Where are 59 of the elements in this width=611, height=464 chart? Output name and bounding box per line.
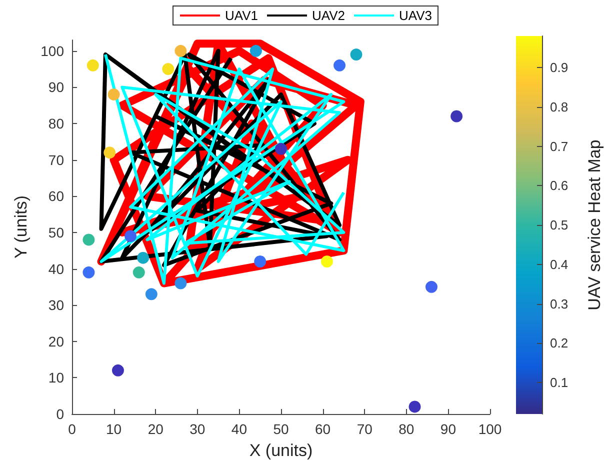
y-tick-label: 80 — [48, 116, 64, 132]
point — [82, 266, 95, 278]
color-bar-label: 0.4 — [550, 256, 568, 272]
y-tick-label: 60 — [48, 188, 64, 204]
x-tick-label: 10 — [106, 421, 122, 437]
y-tick-label: 40 — [48, 260, 64, 277]
color-bar-label: 0.5 — [550, 218, 568, 232]
legend-label: UAV3 — [399, 8, 432, 23]
point — [174, 277, 187, 290]
point — [86, 59, 99, 72]
color-bar-label: 0.2 — [550, 336, 568, 351]
point — [112, 364, 124, 376]
color-bar-title: UAV service Heat Map — [585, 140, 604, 310]
point — [408, 400, 421, 413]
x-tick-label: 80 — [398, 421, 414, 437]
x-tick-label: 90 — [440, 421, 456, 437]
y-tick-label: 90 — [48, 79, 64, 96]
color-bar-label: 0.8 — [550, 99, 568, 114]
point — [132, 266, 145, 278]
y-tick-label: 20 — [48, 333, 64, 350]
y-tick-label: 30 — [48, 297, 64, 314]
color-bar-label: 0.6 — [550, 178, 568, 194]
point — [108, 88, 120, 100]
point — [145, 288, 158, 300]
x-tick-label: 30 — [190, 421, 206, 437]
x-tick-label: 60 — [315, 421, 331, 437]
point — [137, 252, 150, 264]
point — [250, 44, 262, 57]
legend-label: UAV1 — [225, 8, 258, 23]
x-tick-label: 20 — [148, 421, 164, 437]
point — [254, 256, 266, 268]
point — [425, 280, 438, 293]
point — [124, 230, 137, 242]
x-tick-label: 100 — [478, 421, 502, 437]
y-tick-label: 70 — [48, 152, 64, 168]
y-tick-label: 10 — [48, 370, 64, 386]
y-tick-label: 50 — [48, 224, 64, 240]
x-tick-label: 40 — [231, 421, 248, 437]
color-bar-label: 0.1 — [550, 375, 568, 390]
point — [275, 142, 287, 155]
point — [82, 234, 95, 246]
legend-label: UAV2 — [312, 8, 345, 23]
x-tick-label: 50 — [273, 421, 289, 437]
x-axis-title: X (units) — [249, 441, 313, 460]
x-tick-label: 0 — [68, 421, 76, 437]
point — [162, 63, 174, 76]
x-tick-label: 70 — [356, 421, 373, 437]
color-bar-label: 0.9 — [550, 60, 568, 75]
point — [450, 110, 463, 122]
point — [320, 256, 333, 268]
y-tick-label: 100 — [40, 42, 64, 59]
point — [350, 48, 362, 61]
color-bar-label: 0.3 — [550, 296, 568, 312]
y-axis-title: Y (units) — [12, 196, 31, 258]
point — [174, 44, 187, 57]
point — [334, 59, 346, 72]
y-tick-label: 0 — [56, 406, 64, 422]
color-bar-label: 0.7 — [550, 138, 568, 154]
point — [104, 146, 116, 159]
